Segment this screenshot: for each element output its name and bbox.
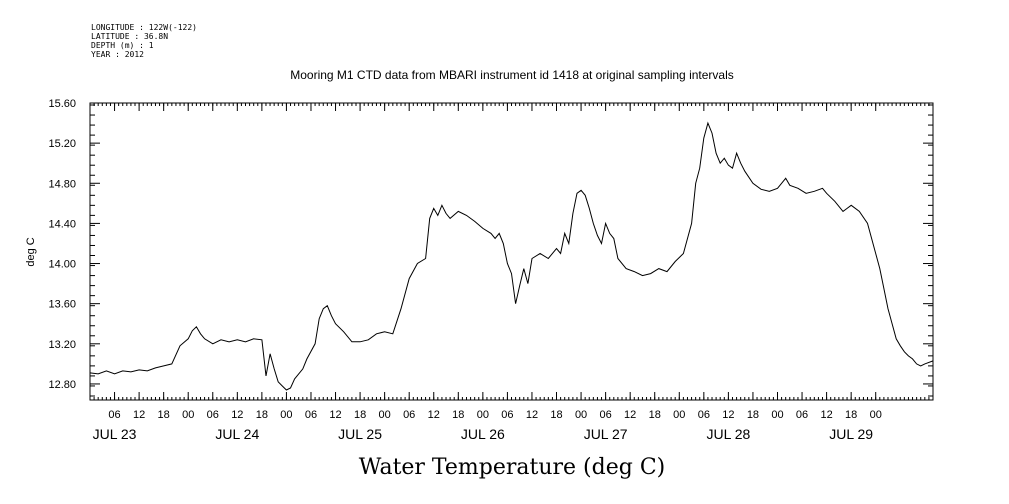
x-tick-label: 18	[158, 409, 170, 421]
x-day-label: JUL 28	[706, 426, 750, 442]
y-axis-label: deg C	[25, 237, 37, 266]
y-tick-label: 14.00	[48, 259, 76, 271]
x-tick-label: 00	[870, 409, 882, 421]
y-tick-label: 13.20	[48, 339, 76, 351]
metadata-block: LONGITUDE : 122W(-122) LATITUDE : 36.8N …	[91, 23, 197, 59]
x-tick-label: 18	[256, 409, 268, 421]
x-tick-label: 12	[624, 409, 636, 421]
y-tick-label: 12.80	[48, 379, 76, 391]
x-day-label: JUL 25	[338, 426, 382, 442]
meta-longitude: LONGITUDE : 122W(-122)	[91, 23, 197, 32]
x-tick-label: 12	[133, 409, 145, 421]
plot-frame	[89, 102, 934, 401]
x-tick-label: 12	[231, 409, 243, 421]
chart-title: Mooring M1 CTD data from MBARI instrumen…	[290, 68, 734, 82]
x-tick-label: 18	[354, 409, 366, 421]
y-tick-label: 15.60	[48, 98, 76, 110]
x-tick-label: 18	[747, 409, 759, 421]
x-day-label: JUL 27	[584, 426, 628, 442]
x-tick-label: 12	[722, 409, 734, 421]
x-tick-label: 18	[550, 409, 562, 421]
y-tick-label: 15.20	[48, 138, 76, 150]
x-tick-label: 12	[329, 409, 341, 421]
x-tick-label: 06	[403, 409, 415, 421]
x-tick-label: 00	[575, 409, 587, 421]
meta-year: YEAR : 2012	[91, 50, 144, 59]
x-tick-label: 18	[452, 409, 464, 421]
x-tick-label: 00	[182, 409, 194, 421]
meta-latitude: LATITUDE : 36.8N	[91, 32, 168, 41]
x-day-label: JUL 24	[215, 426, 259, 442]
x-tick-label: 18	[845, 409, 857, 421]
x-tick-label: 12	[428, 409, 440, 421]
x-axis-label: Water Temperature (deg C)	[359, 455, 666, 480]
x-tick-label: 06	[108, 409, 120, 421]
x-tick-label: 18	[649, 409, 661, 421]
x-tick-label: 06	[599, 409, 611, 421]
x-day-label: JUL 23	[93, 426, 137, 442]
x-tick-label: 06	[207, 409, 219, 421]
x-tick-label: 06	[698, 409, 710, 421]
x-tick-label: 00	[673, 409, 685, 421]
x-tick-label: 06	[501, 409, 513, 421]
y-axis-ticks: 12.80 13.20 13.60 14.00 14.40 14.80 15.20 15.60	[48, 98, 933, 397]
series-group	[89, 121, 934, 391]
y-tick-label: 13.60	[48, 299, 76, 311]
x-tick-label: 00	[280, 409, 292, 421]
x-day-label: JUL 26	[461, 426, 505, 442]
x-day-label: JUL 29	[829, 426, 873, 442]
x-tick-label: 00	[379, 409, 391, 421]
x-tick-label: 12	[526, 409, 538, 421]
y-tick-label: 14.80	[48, 178, 76, 190]
meta-depth: DEPTH (m) : 1	[91, 41, 154, 50]
x-axis-ticks: 06 12 18 00 06 12 18 00 06 12 18 00 06 12 18 00 06 12 18 00…	[93, 103, 930, 442]
temperature-series-line	[89, 121, 934, 391]
x-tick-label: 12	[820, 409, 832, 421]
x-tick-label: 00	[477, 409, 489, 421]
x-tick-label: 06	[796, 409, 808, 421]
x-tick-label: 00	[771, 409, 783, 421]
x-tick-label: 06	[305, 409, 317, 421]
y-tick-label: 14.40	[48, 218, 76, 230]
